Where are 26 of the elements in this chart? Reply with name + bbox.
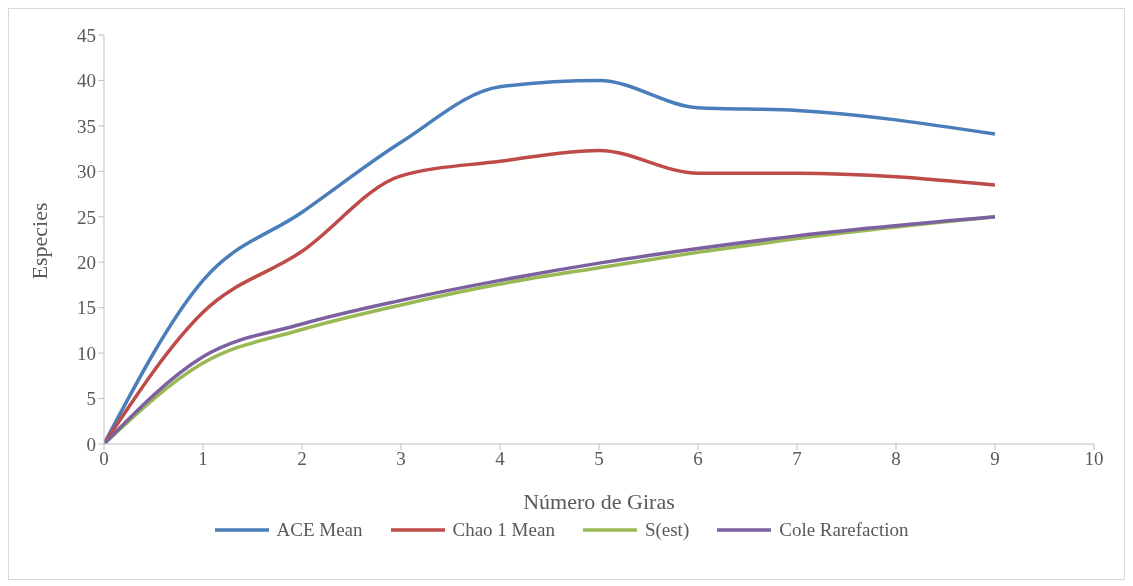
x-tick-label: 10 xyxy=(1084,448,1104,470)
x-tick-label: 9 xyxy=(990,448,1000,470)
x-tick-label: 7 xyxy=(792,448,802,470)
legend-label: Cole Rarefaction xyxy=(779,519,909,541)
legend-label: Chao 1 Mean xyxy=(452,519,555,541)
x-tick-label: 5 xyxy=(594,448,604,470)
y-tick-label: 40 xyxy=(77,70,96,92)
y-axis-title: Especies xyxy=(26,202,52,280)
y-tick-label: 0 xyxy=(86,433,96,455)
x-tick-label: 2 xyxy=(297,448,307,470)
x-tick-label: 8 xyxy=(891,448,901,470)
y-tick-label: 45 xyxy=(77,24,96,46)
y-tick-label: 15 xyxy=(77,297,96,319)
y-tick-label: 20 xyxy=(77,251,96,273)
x-tick-label: 1 xyxy=(198,448,208,470)
x-tick-label: 3 xyxy=(396,448,406,470)
y-tick-label: 5 xyxy=(86,388,96,410)
legend-label: S(est) xyxy=(644,519,690,541)
y-tick-label: 10 xyxy=(77,342,96,364)
y-tick-label: 30 xyxy=(77,161,96,183)
x-axis-title: Número de Giras xyxy=(523,489,675,514)
x-tick-label: 4 xyxy=(495,448,506,470)
y-tick-label: 35 xyxy=(77,115,96,137)
y-tick-label: 25 xyxy=(77,206,96,228)
x-tick-label: 6 xyxy=(693,448,703,470)
legend-label: ACE Mean xyxy=(276,519,363,541)
